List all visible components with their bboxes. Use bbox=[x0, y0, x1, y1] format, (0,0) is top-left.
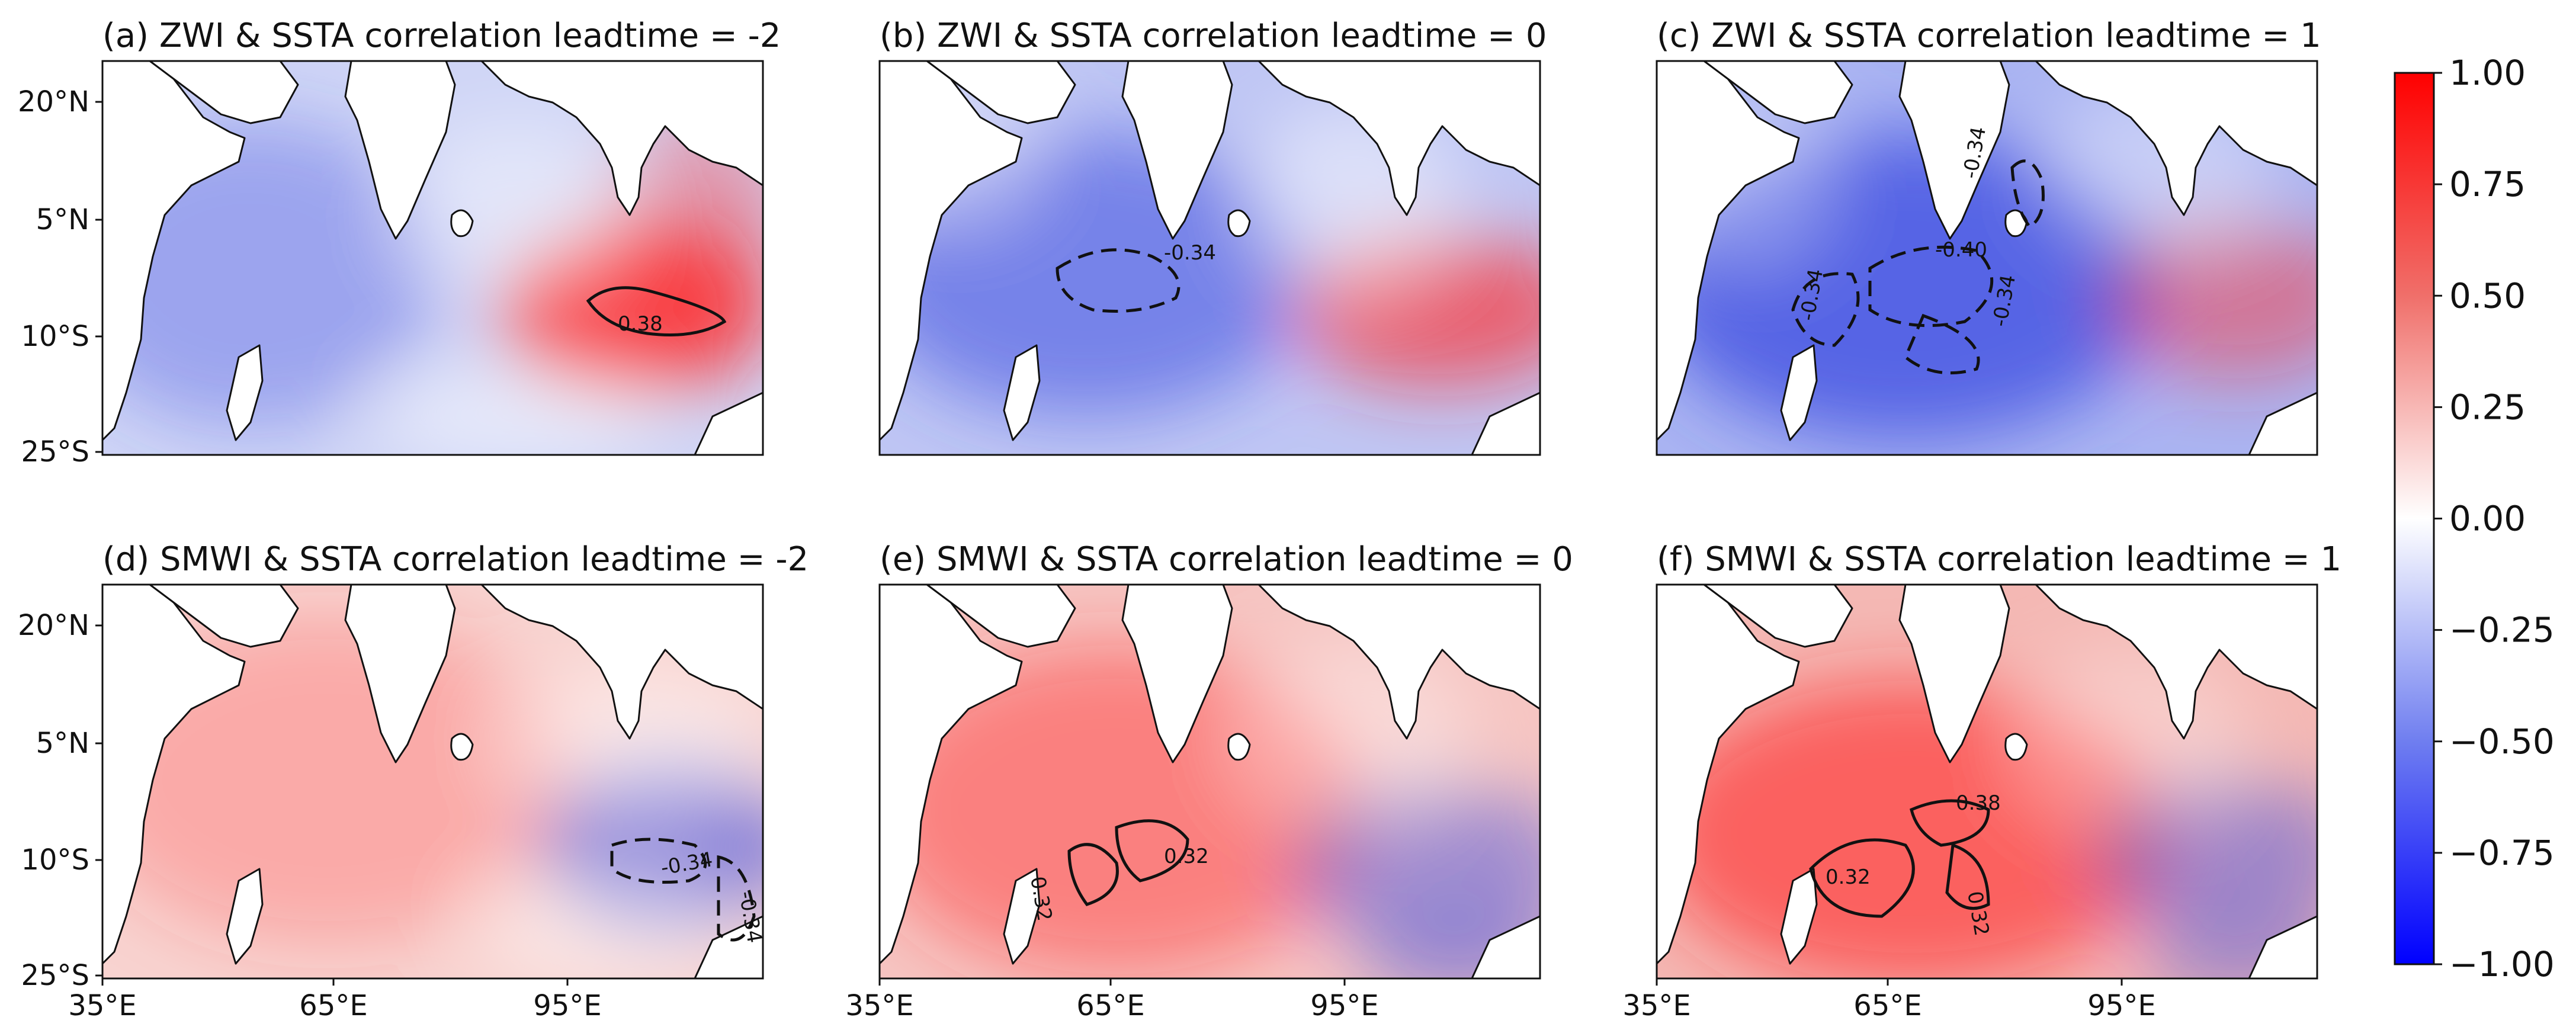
contour-f-2 bbox=[1945, 843, 1990, 910]
colorbar-tick-label: 0.00 bbox=[2449, 499, 2526, 539]
lat-tick-label: 5°N bbox=[36, 727, 89, 760]
contour-label-f-1: 0.38 bbox=[1956, 791, 2001, 815]
contour-b-0 bbox=[1056, 248, 1180, 313]
colorbar-tick-label: 0.75 bbox=[2449, 164, 2526, 204]
contour-d-1 bbox=[717, 855, 756, 942]
panel-frame bbox=[878, 583, 1541, 980]
map-panel-c: (c) ZWI & SSTA correlation leadtime = 1 -… bbox=[1656, 17, 2321, 456]
colorbar-tick-label: −0.75 bbox=[2449, 833, 2555, 873]
lon-tick-label: 95°E bbox=[533, 989, 601, 1022]
contour-e-1 bbox=[1115, 819, 1189, 883]
contour-label-f-0: 0.32 bbox=[1826, 865, 1871, 889]
colorbar-tick-label: −1.00 bbox=[2449, 944, 2555, 984]
contour-label-e-1: 0.32 bbox=[1164, 845, 1209, 868]
contour-c-3 bbox=[1903, 313, 1980, 375]
panel-title-a: (a) ZWI & SSTA correlation leadtime = -2 bbox=[102, 17, 781, 55]
lat-tick-label: 20°N bbox=[18, 609, 89, 642]
panel-frame bbox=[878, 60, 1541, 456]
lat-tick-label: 25°S bbox=[21, 435, 89, 469]
lat-tick-label: 25°S bbox=[21, 959, 89, 992]
lon-tick-label: 35°E bbox=[68, 989, 136, 1022]
lon-tick-label: 95°E bbox=[1310, 989, 1378, 1022]
lon-tick-label: 35°E bbox=[1622, 989, 1690, 1022]
colorbar-tick-label: 0.25 bbox=[2449, 387, 2526, 427]
panel-title-c: (c) ZWI & SSTA correlation leadtime = 1 bbox=[1657, 17, 2321, 55]
lon-tick-label: 65°E bbox=[299, 989, 367, 1022]
panel-title-e: (e) SMWI & SSTA correlation leadtime = 0 bbox=[880, 540, 1573, 579]
panel-title-f: (f) SMWI & SSTA correlation leadtime = 1 bbox=[1657, 540, 2341, 579]
colorbar-scale bbox=[2395, 73, 2434, 964]
colorbar-tick-label: 0.50 bbox=[2449, 275, 2526, 316]
contour-a-0 bbox=[586, 286, 727, 336]
map-panel-b: (b) ZWI & SSTA correlation leadtime = 0 -… bbox=[878, 17, 1547, 456]
panel-frame bbox=[1656, 60, 2318, 456]
lat-tick-label: 20°N bbox=[18, 85, 89, 118]
contour-d-0 bbox=[610, 838, 707, 884]
panel-title-b: (b) ZWI & SSTA correlation leadtime = 0 bbox=[880, 17, 1547, 55]
panel-frame bbox=[1656, 583, 2318, 980]
contour-c-2 bbox=[2010, 159, 2045, 229]
contour-f-0 bbox=[1809, 838, 1915, 918]
map-panel-a: (a) ZWI & SSTA correlation leadtime = -2… bbox=[18, 17, 781, 469]
lon-tick-label: 35°E bbox=[845, 989, 913, 1022]
contour-label-a-0: 0.38 bbox=[618, 312, 663, 336]
panel-frame bbox=[101, 60, 764, 456]
contour-c-0 bbox=[1791, 272, 1860, 347]
panels-layer: (a) ZWI & SSTA correlation leadtime = -2… bbox=[18, 17, 2341, 1022]
lon-tick-label: 65°E bbox=[1076, 989, 1144, 1022]
colorbar: 1.00 0.75 0.50 0.25 0.00 −0.25 −0.50 −0.75 −1.00 bbox=[2394, 53, 2555, 984]
contour-label-b-0: -0.34 bbox=[1164, 241, 1216, 265]
map-panel-e: (e) SMWI & SSTA correlation leadtime = 0… bbox=[845, 540, 1573, 1022]
contour-e-0 bbox=[1067, 843, 1119, 906]
lat-tick-label: 5°N bbox=[36, 203, 89, 236]
colorbar-tick-label: −0.50 bbox=[2449, 721, 2555, 762]
lon-tick-label: 95°E bbox=[2087, 989, 2155, 1022]
map-panel-d: (d) SMWI & SSTA correlation leadtime = -… bbox=[18, 540, 809, 1022]
map-panel-f: (f) SMWI & SSTA correlation leadtime = 1… bbox=[1622, 540, 2341, 1022]
lat-tick-label: 10°S bbox=[21, 320, 89, 353]
contour-label-c-1: -0.40 bbox=[1935, 238, 1987, 262]
lat-tick-label: 10°S bbox=[21, 843, 89, 877]
panel-title-d: (d) SMWI & SSTA correlation leadtime = -… bbox=[102, 540, 809, 579]
contour-c-1 bbox=[1868, 245, 1994, 328]
lon-tick-label: 65°E bbox=[1853, 989, 1921, 1022]
colorbar-tick-label: 1.00 bbox=[2449, 53, 2526, 93]
panel-frame bbox=[101, 583, 764, 980]
colorbar-tick-label: −0.25 bbox=[2449, 610, 2555, 650]
contour-f-1 bbox=[1910, 799, 1990, 847]
